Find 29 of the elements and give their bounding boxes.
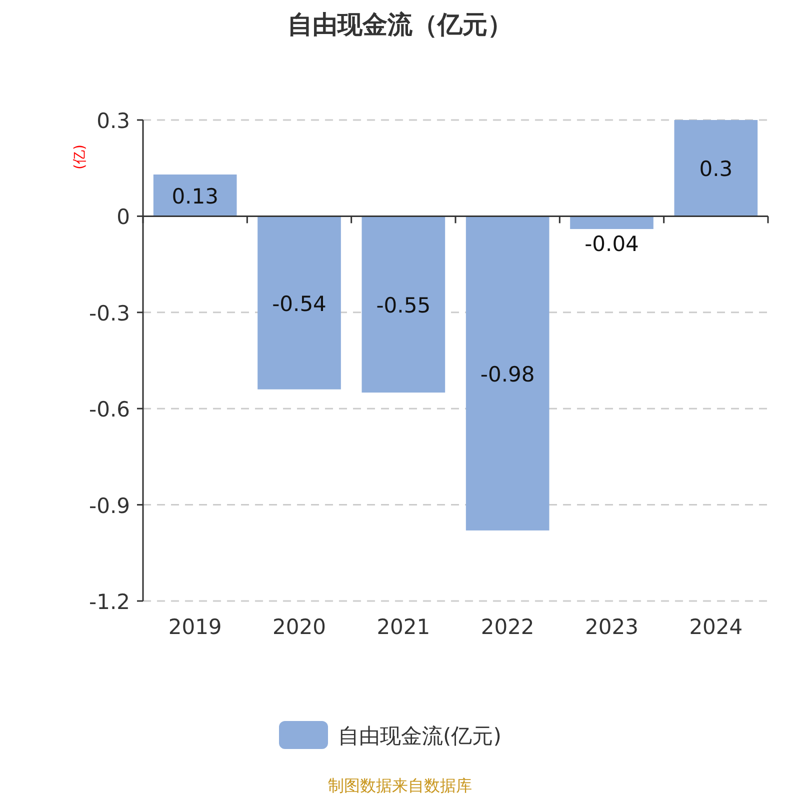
legend-label: 自由现金流(亿元) [338,724,502,748]
data-label: -0.98 [480,362,535,386]
x-tick-label: 2020 [272,615,326,639]
y-tick-label: -1.2 [89,590,130,614]
text: 制图数据来自数据库 [328,776,472,795]
x-tick-label: 2021 [376,615,430,639]
y-tick-label: -0.6 [89,398,130,422]
bar [362,216,446,393]
legend: 自由现金流(亿元) [279,721,502,749]
y-tick-label: 0.3 [96,109,130,133]
y-tick-label: -0.9 [89,494,130,518]
data-label: 0.3 [699,157,733,182]
bar [570,216,654,230]
y-tick-label: 0 [116,205,130,230]
data-label: -0.04 [584,232,639,256]
bar [466,216,550,530]
x-tick-label: 2023 [585,615,638,639]
data-label: 0.13 [172,184,218,208]
bar [153,174,237,216]
data-label: -0.54 [272,292,326,316]
bar [258,216,341,390]
bar [674,120,758,216]
x-tick-label: 2019 [168,615,222,639]
chart-title: 自由现金流（亿元） [288,10,512,39]
x-tick-label: 2022 [480,615,534,639]
y-axis-title: (亿) [72,144,88,170]
x-tick-label: 2024 [689,615,743,639]
y-tick-label: -0.3 [89,301,130,326]
data-label: -0.55 [376,293,431,318]
